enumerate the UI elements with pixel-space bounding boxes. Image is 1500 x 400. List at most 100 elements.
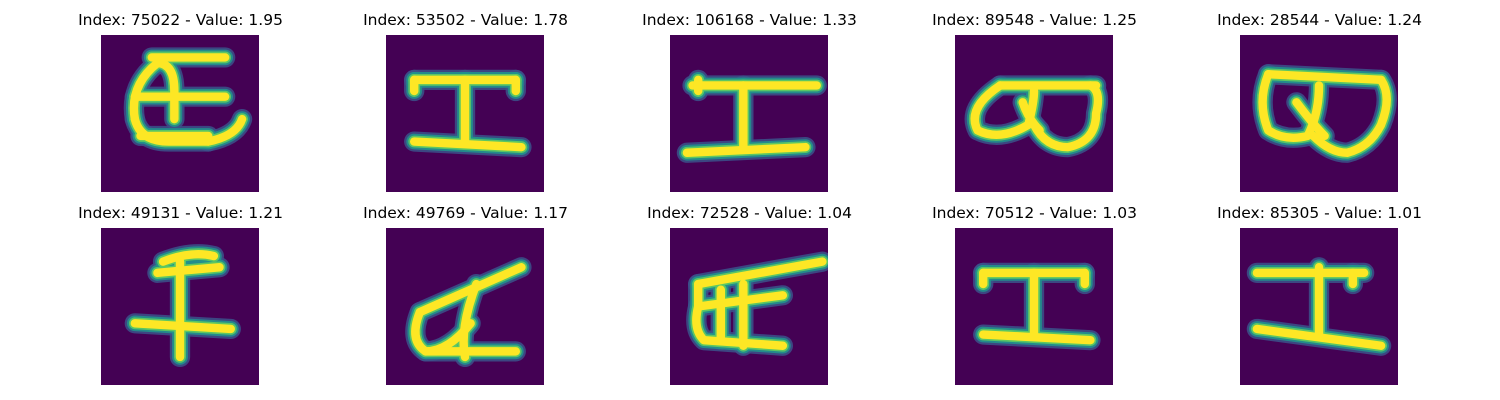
value-label: Value:: [764, 204, 813, 222]
panel-title: Index: 28544 - Value: 1.24: [1177, 11, 1462, 29]
glyph-stroke: [978, 330, 1095, 345]
index-label: Index:: [1217, 204, 1265, 222]
value-label: Value:: [1334, 204, 1383, 222]
panel-title: Index: 53502 - Value: 1.78: [323, 11, 608, 29]
value-label: Value:: [1334, 11, 1383, 29]
index-value: 28544: [1269, 11, 1320, 29]
separator: -: [1039, 204, 1045, 222]
index-value: 53502: [415, 11, 466, 29]
glyph-stroke: [409, 137, 526, 152]
separator: -: [470, 204, 476, 222]
panel-title: Index: 72528 - Value: 1.04: [607, 204, 892, 222]
panel: Index: 89548 - Value: 1.25: [892, 0, 1177, 192]
value-number: 1.01: [1387, 204, 1422, 222]
index-value: 72528: [699, 204, 750, 222]
separator: -: [1324, 204, 1330, 222]
index-label: Index:: [363, 11, 411, 29]
glyph-image: [1240, 228, 1398, 385]
index-value: 89548: [984, 11, 1035, 29]
panel: Index: 72528 - Value: 1.04: [607, 193, 892, 385]
value-label: Value:: [1049, 11, 1098, 29]
separator: -: [759, 11, 765, 29]
glyph-stroke: [153, 58, 179, 124]
glyph-stroke: [130, 319, 236, 334]
panel-title: Index: 85305 - Value: 1.01: [1177, 204, 1462, 222]
glyph-stroke: [153, 263, 224, 278]
panel: Index: 70512 - Value: 1.03: [892, 193, 1177, 385]
separator: -: [754, 204, 760, 222]
index-value: 85305: [1269, 204, 1320, 222]
glyph-stroke: [1029, 81, 1103, 152]
panel-title: Index: 89548 - Value: 1.25: [892, 11, 1177, 29]
glyph-stroke: [1263, 70, 1386, 85]
panel-title: Index: 106168 - Value: 1.33: [607, 11, 892, 29]
glyph-stroke: [692, 302, 788, 350]
glyph-stroke: [693, 257, 827, 289]
index-label: Index:: [932, 11, 980, 29]
value-number: 1.21: [248, 204, 283, 222]
glyph-stroke: [1018, 98, 1044, 135]
panel-title: Index: 49131 - Value: 1.21: [38, 204, 323, 222]
value-label: Value:: [480, 204, 529, 222]
separator: -: [185, 11, 191, 29]
separator: -: [1324, 11, 1330, 29]
glyph-image: [955, 35, 1113, 192]
value-number: 1.78: [533, 11, 568, 29]
value-label: Value:: [1049, 204, 1098, 222]
panel: Index: 53502 - Value: 1.78: [323, 0, 608, 192]
value-number: 1.33: [822, 11, 857, 29]
index-value: 49131: [130, 204, 181, 222]
value-number: 1.95: [248, 11, 283, 29]
separator: -: [1039, 11, 1045, 29]
panel: Index: 106168 - Value: 1.33: [607, 0, 892, 192]
glyph-image: [955, 228, 1113, 385]
value-number: 1.04: [817, 204, 852, 222]
index-value: 70512: [984, 204, 1035, 222]
index-label: Index:: [642, 11, 691, 29]
panel: Index: 75022 - Value: 1.95: [38, 0, 323, 192]
glyph-image: [101, 35, 259, 192]
index-value: 49769: [415, 204, 466, 222]
glyph-image: [670, 228, 828, 385]
panel-title: Index: 49769 - Value: 1.17: [323, 204, 608, 222]
separator: -: [470, 11, 476, 29]
panel-title: Index: 75022 - Value: 1.95: [38, 11, 323, 29]
glyph-stroke: [158, 249, 219, 266]
index-label: Index:: [78, 11, 126, 29]
index-label: Index:: [363, 204, 411, 222]
glyph-image: [386, 35, 544, 192]
value-number: 1.24: [1387, 11, 1422, 29]
index-label: Index:: [1217, 11, 1265, 29]
value-label: Value:: [195, 11, 244, 29]
value-number: 1.03: [1102, 204, 1137, 222]
glyph-image: [1240, 35, 1398, 192]
panel-title: Index: 70512 - Value: 1.03: [892, 204, 1177, 222]
value-number: 1.17: [533, 204, 568, 222]
glyph-stroke: [1252, 324, 1386, 350]
glyph-stroke: [1309, 75, 1391, 157]
panel: Index: 28544 - Value: 1.24: [1177, 0, 1462, 192]
glyph-stroke: [203, 114, 247, 146]
glyph-image: [670, 35, 828, 192]
glyph-stroke: [129, 58, 162, 124]
separator: -: [185, 204, 191, 222]
glyph-stroke: [1292, 98, 1329, 141]
value-number: 1.25: [1102, 11, 1137, 29]
value-label: Value:: [769, 11, 818, 29]
index-label: Index:: [78, 204, 126, 222]
glyph-image: [101, 228, 259, 385]
index-value: 106168: [694, 11, 755, 29]
panel: Index: 49131 - Value: 1.21: [38, 193, 323, 385]
panel: Index: 85305 - Value: 1.01: [1177, 193, 1462, 385]
glyph-stroke: [970, 81, 1039, 139]
panel: Index: 49769 - Value: 1.17: [323, 193, 608, 385]
value-label: Value:: [480, 11, 529, 29]
index-label: Index:: [647, 204, 695, 222]
glyph-stroke: [682, 142, 810, 157]
index-label: Index:: [932, 204, 980, 222]
index-value: 75022: [130, 11, 181, 29]
glyph-stroke: [1258, 70, 1324, 142]
value-label: Value:: [195, 204, 244, 222]
glyph-image: [386, 228, 544, 385]
